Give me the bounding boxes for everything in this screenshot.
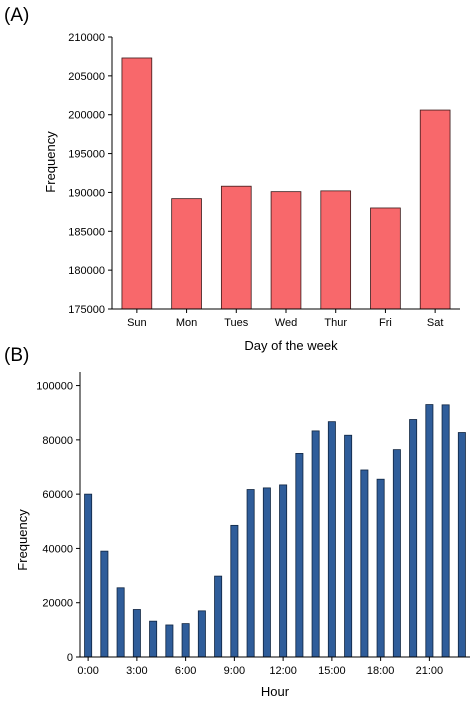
a-x-tick-label: Sat bbox=[427, 317, 444, 329]
b-x-tick-label: 18:00 bbox=[367, 665, 395, 677]
a-bar-Sat bbox=[419, 109, 451, 310]
panel-b-bar-chart: (B) 0 20000 40000 60000 80000 100000 0:00 3:00… bbox=[4, 345, 470, 699]
b-bar-100 bbox=[100, 550, 109, 658]
b-bar-000 bbox=[84, 493, 93, 658]
panel-b-bars bbox=[84, 404, 466, 658]
panel-a-x-ticks: Sun Mon Tues Wed Thur Fri Sat bbox=[127, 309, 443, 329]
a-y-tick-label: 205000 bbox=[68, 71, 105, 83]
b-y-tick-label: 100000 bbox=[36, 381, 73, 393]
b-bar-300 bbox=[132, 609, 141, 658]
a-y-tick-label: 195000 bbox=[68, 149, 105, 161]
a-bar-Wed bbox=[270, 191, 302, 310]
b-bar-1600 bbox=[344, 434, 353, 658]
b-bar-1900 bbox=[392, 449, 401, 658]
b-x-tick-label: 12:00 bbox=[269, 665, 297, 677]
b-bar-1700 bbox=[360, 469, 369, 658]
b-bar-1300 bbox=[295, 453, 304, 658]
panel-b-label: (B) bbox=[4, 345, 29, 366]
b-bar-700 bbox=[197, 610, 206, 658]
b-x-tick-label: 21:00 bbox=[416, 665, 444, 677]
b-bar-1000 bbox=[246, 489, 255, 658]
b-bar-2300 bbox=[457, 432, 466, 658]
b-x-tick-label: 3:00 bbox=[126, 665, 147, 677]
b-bar-1100 bbox=[262, 487, 271, 658]
a-bar-Mon bbox=[171, 198, 202, 310]
panel-a-label: (A) bbox=[4, 5, 29, 26]
a-x-tick-label: Fri bbox=[379, 317, 392, 329]
b-bar-600 bbox=[181, 623, 190, 658]
b-bar-1400 bbox=[311, 430, 320, 658]
b-bar-2200 bbox=[441, 404, 450, 658]
b-y-tick-label: 20000 bbox=[42, 598, 73, 610]
panel-a-x-axis-title: Day of the week bbox=[244, 338, 338, 353]
a-y-tick-label: 180000 bbox=[68, 265, 105, 277]
b-bar-2100 bbox=[425, 404, 434, 658]
panel-b-x-ticks: 0:00 3:00 6:00 9:00 12:00 15:00 18:00 21:00 bbox=[77, 657, 443, 677]
a-bar-Fri bbox=[370, 207, 401, 310]
a-x-tick-label: Thur bbox=[324, 317, 347, 329]
panel-b-y-axis-title: Frequency bbox=[15, 509, 30, 571]
b-bar-1200 bbox=[279, 484, 288, 658]
b-y-tick-label: 40000 bbox=[42, 543, 73, 555]
b-bar-800 bbox=[214, 575, 223, 658]
b-x-tick-label: 6:00 bbox=[175, 665, 196, 677]
a-x-tick-label: Sun bbox=[127, 317, 147, 329]
a-y-tick-label: 190000 bbox=[68, 187, 105, 199]
a-y-tick-label: 210000 bbox=[68, 32, 105, 44]
b-y-tick-label: 80000 bbox=[42, 435, 73, 447]
a-x-tick-label: Mon bbox=[176, 317, 197, 329]
b-x-tick-label: 0:00 bbox=[77, 665, 98, 677]
panel-a-bar-chart: (A) 175000 180000 185000 190000 195000 200000… bbox=[4, 5, 460, 353]
b-y-tick-label: 0 bbox=[67, 652, 73, 664]
panel-a-y-ticks: 175000 180000 185000 190000 195000 200000 2050… bbox=[68, 32, 112, 316]
a-bar-Tues bbox=[220, 185, 252, 310]
b-bar-1800 bbox=[376, 478, 385, 658]
panel-a-y-axis-title: Frequency bbox=[43, 131, 58, 193]
a-bar-Thur bbox=[320, 190, 352, 310]
b-x-tick-label: 9:00 bbox=[224, 665, 245, 677]
a-x-tick-label: Tues bbox=[224, 317, 249, 329]
a-y-tick-label: 200000 bbox=[68, 110, 105, 122]
b-bar-400 bbox=[149, 620, 158, 658]
a-bar-Sun bbox=[121, 57, 153, 310]
panel-b-x-axis-title: Hour bbox=[261, 684, 290, 699]
b-bar-200 bbox=[116, 587, 125, 658]
b-bar-500 bbox=[165, 624, 174, 658]
b-bar-2000 bbox=[409, 419, 418, 658]
a-y-tick-label: 175000 bbox=[68, 304, 105, 316]
b-bar-900 bbox=[230, 524, 239, 658]
b-x-tick-label: 15:00 bbox=[318, 665, 346, 677]
panel-b-y-ticks: 0 20000 40000 60000 80000 100000 bbox=[36, 381, 80, 664]
panel-a-bars bbox=[121, 57, 451, 310]
b-y-tick-label: 60000 bbox=[42, 489, 73, 501]
a-x-tick-label: Wed bbox=[275, 317, 297, 329]
a-y-tick-label: 185000 bbox=[68, 226, 105, 238]
b-bar-1500 bbox=[327, 421, 336, 658]
